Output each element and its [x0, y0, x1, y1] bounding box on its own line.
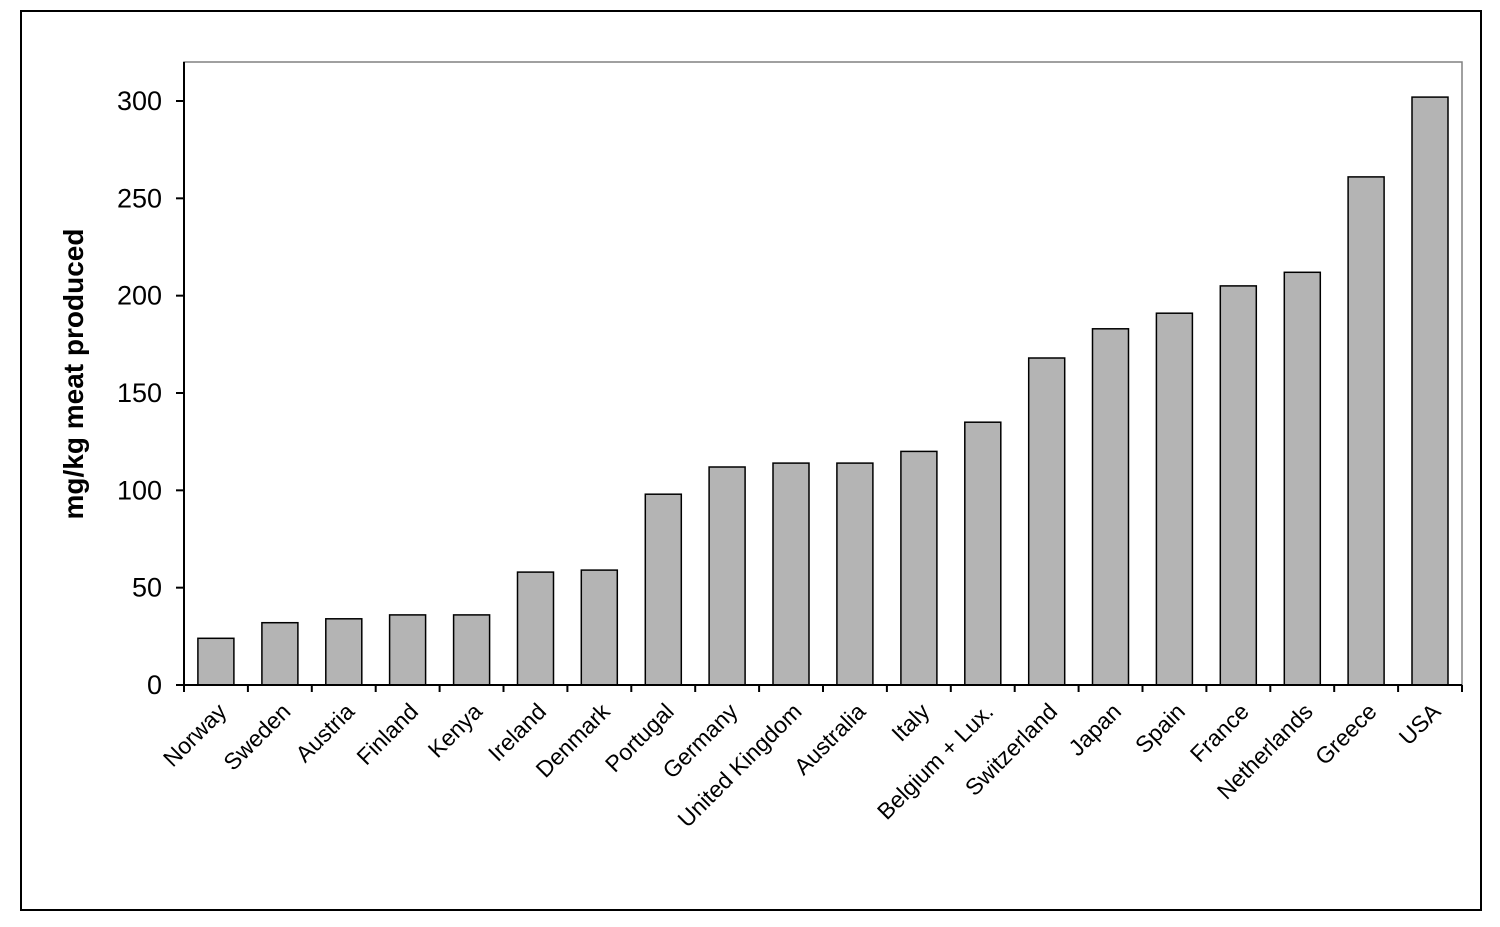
bar-switzerland — [1027, 357, 1066, 686]
bar-austria — [325, 618, 363, 686]
x-tick-label: USA — [1394, 698, 1446, 750]
y-axis-title: mg/kg meat produced — [58, 229, 89, 520]
plot-border — [183, 61, 1463, 686]
bar-united-kingdom — [772, 462, 810, 686]
bar-sweden — [261, 621, 299, 686]
bars — [197, 96, 1449, 686]
y-tick-label: 200 — [117, 281, 162, 311]
plot-area — [183, 61, 1463, 686]
x-tick-label: Kenya — [423, 698, 488, 763]
y-tick-label: 300 — [117, 86, 162, 116]
bar-germany — [708, 466, 746, 686]
y-tick-label: 150 — [117, 378, 162, 408]
y-tick-label: 100 — [117, 475, 162, 505]
bar-usa — [1411, 96, 1449, 686]
bar-belgium-lux — [964, 421, 1002, 686]
bar-japan — [1091, 328, 1130, 686]
y-tick-label: 0 — [147, 670, 162, 700]
x-tick-label: Greece — [1310, 698, 1382, 770]
bar-france — [1219, 285, 1258, 686]
x-tick-label: Austria — [290, 698, 359, 767]
x-tick-label: Italy — [886, 698, 935, 747]
bar-norway — [197, 637, 235, 686]
y-tick-label: 250 — [117, 183, 162, 213]
x-tick-label: Sweden — [218, 698, 295, 775]
bar-ireland — [516, 571, 555, 686]
bar-spain — [1155, 312, 1194, 686]
bar-finland — [388, 614, 427, 686]
bar-italy — [900, 450, 938, 686]
x-tick-label: Finland — [351, 698, 423, 770]
bar-greece — [1347, 176, 1385, 686]
y-tick-labels: 0 50 100 150 200 250 300 — [117, 86, 162, 700]
bar-netherlands — [1283, 271, 1322, 686]
axes — [176, 62, 1463, 692]
bar-denmark — [580, 569, 619, 686]
bar-australia — [836, 462, 874, 686]
bar-kenya — [452, 614, 491, 686]
x-tick-label: Japan — [1063, 698, 1126, 761]
x-tick-label: Australia — [789, 698, 871, 780]
x-tick-label: Spain — [1130, 698, 1190, 758]
y-tick-label: 50 — [132, 573, 162, 603]
bar-portugal — [644, 493, 683, 686]
